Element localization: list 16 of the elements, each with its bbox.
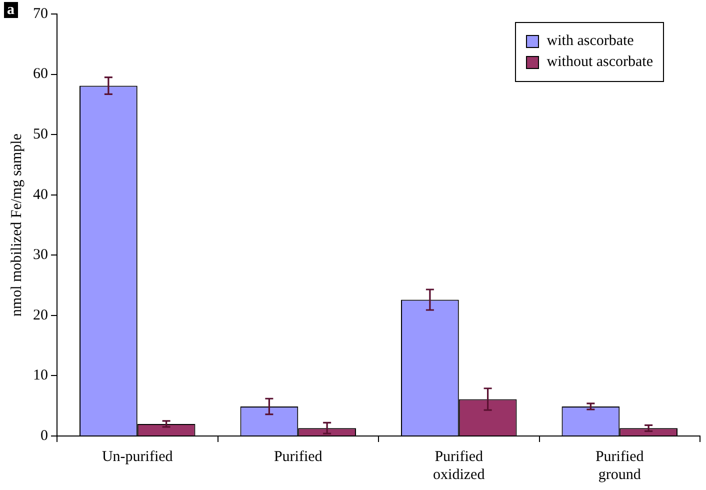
y-tick-label: 50: [33, 126, 48, 143]
y-axis-title: nmol mobilized Fe/mg sample: [8, 133, 25, 316]
x-tick-label: Purified ground: [595, 448, 644, 483]
text: a: [4, 2, 18, 18]
y-tick-label: 0: [40, 428, 48, 444]
y-tick-label: 10: [33, 368, 48, 384]
x-tick-label: Purified: [274, 448, 323, 465]
y-tick-label: 60: [33, 66, 48, 82]
y-tick-label: 70: [33, 6, 48, 22]
legend-label: without ascorbate: [546, 54, 653, 71]
y-tick-label: 40: [33, 186, 48, 203]
y-tick-label: 20: [33, 307, 48, 324]
legend-label: with ascorbate: [546, 33, 634, 50]
y-tick-label: 30: [33, 247, 48, 264]
x-tick-label: Purified oxidized: [433, 448, 486, 483]
x-tick-label: Un-purified: [102, 448, 174, 465]
